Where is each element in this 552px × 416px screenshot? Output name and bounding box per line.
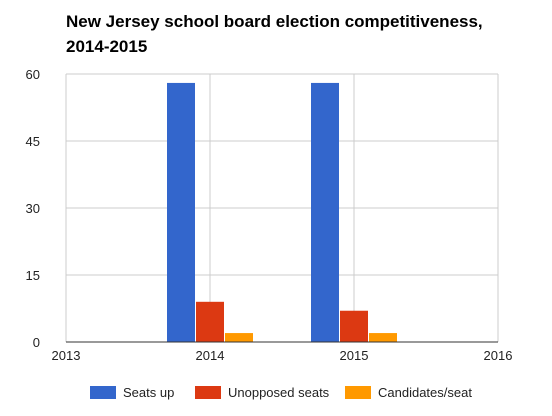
legend-label: Seats up bbox=[123, 385, 174, 400]
y-tick-label: 30 bbox=[26, 201, 40, 216]
bar bbox=[167, 82, 195, 342]
bars bbox=[167, 82, 397, 342]
legend-swatch bbox=[345, 386, 371, 399]
legend: Seats up Unopposed seats Candidates/seat bbox=[90, 385, 472, 400]
legend-label: Candidates/seat bbox=[378, 385, 472, 400]
x-tick-label: 2013 bbox=[52, 348, 81, 363]
legend-swatch bbox=[195, 386, 221, 399]
x-tick-label: 2014 bbox=[196, 348, 225, 363]
chart-title: New Jersey school board election competi… bbox=[66, 12, 483, 56]
bar bbox=[369, 333, 397, 342]
bar bbox=[225, 333, 253, 342]
bar bbox=[311, 82, 339, 342]
x-tick-label: 2016 bbox=[484, 348, 513, 363]
legend-swatch bbox=[90, 386, 116, 399]
axes: 0 15 30 45 60 2013 2014 2015 2016 bbox=[26, 67, 513, 363]
y-tick-label: 15 bbox=[26, 268, 40, 283]
x-tick-label: 2015 bbox=[340, 348, 369, 363]
y-tick-label: 60 bbox=[26, 67, 40, 82]
y-tick-label: 45 bbox=[26, 134, 40, 149]
gridlines bbox=[65, 73, 499, 342]
y-tick-label: 0 bbox=[33, 335, 40, 350]
legend-label: Unopposed seats bbox=[228, 385, 330, 400]
bar bbox=[196, 301, 224, 342]
bar bbox=[340, 310, 368, 342]
